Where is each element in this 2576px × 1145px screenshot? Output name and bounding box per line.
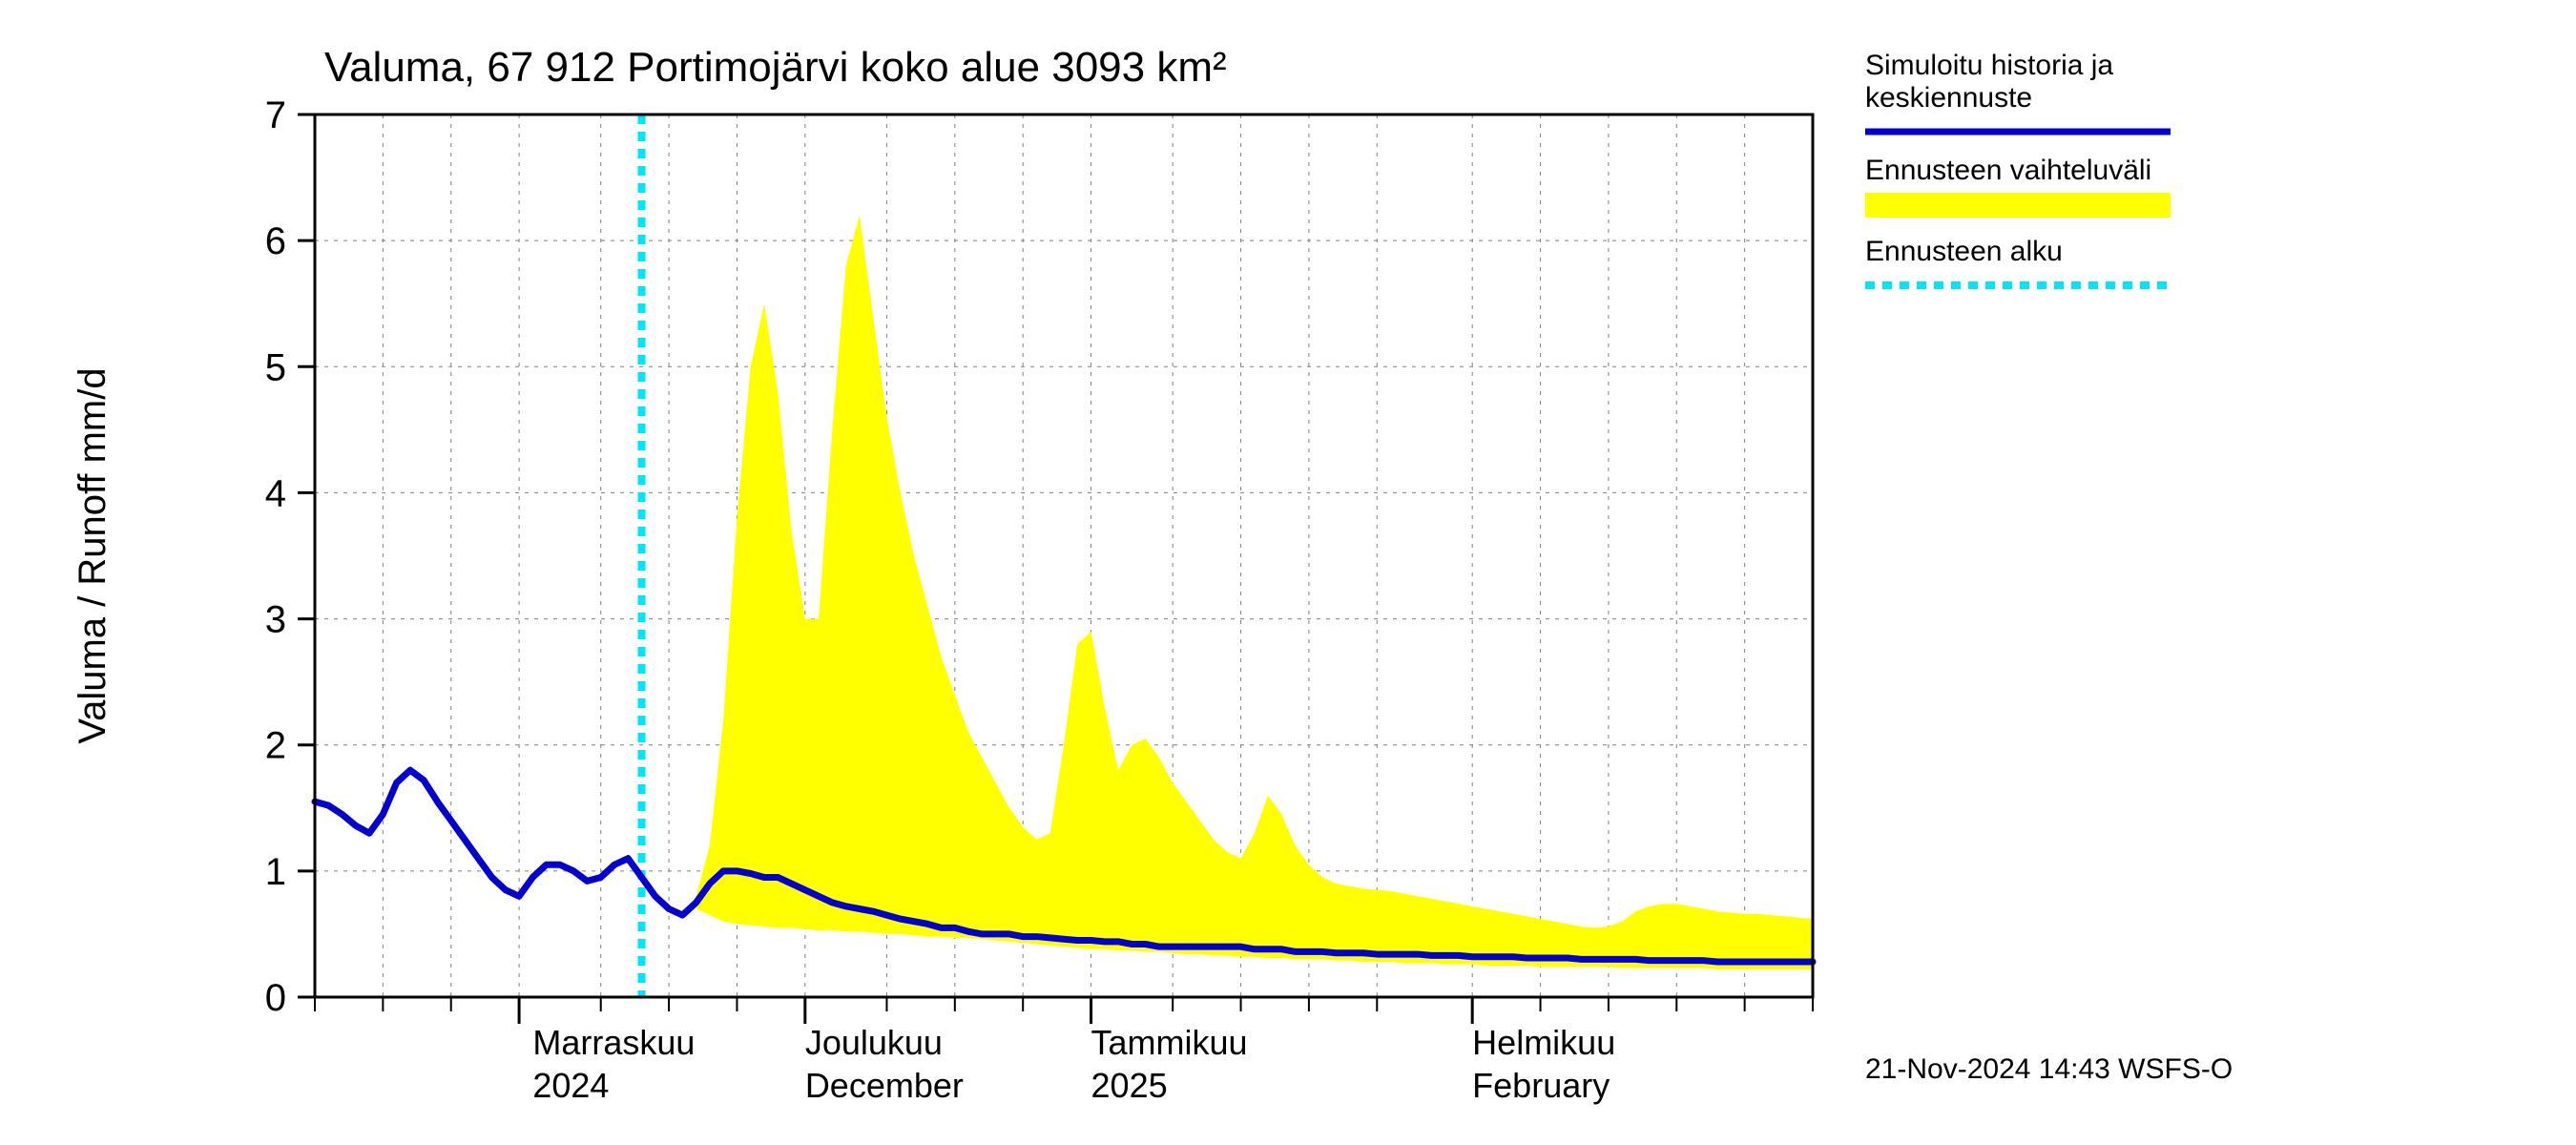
x-month-label-en: 2024 <box>532 1066 609 1105</box>
y-tick-label: 4 <box>265 472 286 514</box>
y-tick-label: 2 <box>265 725 286 767</box>
chart-title: Valuma, 67 912 Portimojärvi koko alue 30… <box>324 44 1227 91</box>
y-tick-label: 6 <box>265 220 286 262</box>
x-month-label-en: December <box>805 1066 964 1105</box>
y-tick-label: 3 <box>265 599 286 641</box>
chart-container: 0 1 2 3 4 5 6 7 Marraskuu 2024 Joulukuu December Tam… <box>0 0 2576 1145</box>
chart-svg: 0 1 2 3 4 5 6 7 Marraskuu 2024 Joulukuu December Tam… <box>0 0 2576 1145</box>
y-axis-label: Valuma / Runoff mm/d <box>72 367 114 743</box>
y-tick-label: 5 <box>265 346 286 388</box>
x-month-label-fi: Helmikuu <box>1472 1023 1615 1062</box>
x-month-label-en: February <box>1472 1066 1610 1105</box>
x-month-label-en: 2025 <box>1091 1066 1168 1105</box>
legend-label: keskiennuste <box>1865 82 2032 114</box>
legend-label: Ennusteen vaihteluväli <box>1865 155 2151 186</box>
y-tick-label: 7 <box>265 94 286 136</box>
x-month-label-fi: Joulukuu <box>805 1023 943 1062</box>
y-tick-label: 0 <box>265 977 286 1019</box>
footer-timestamp: 21-Nov-2024 14:43 WSFS-O <box>1865 1053 2233 1085</box>
legend-label: Ennusteen alku <box>1865 236 2063 267</box>
x-month-label-fi: Tammikuu <box>1091 1023 1248 1062</box>
y-tick-label: 1 <box>265 851 286 893</box>
x-month-label-fi: Marraskuu <box>532 1023 695 1062</box>
legend-label: Simuloitu historia ja <box>1865 50 2113 81</box>
